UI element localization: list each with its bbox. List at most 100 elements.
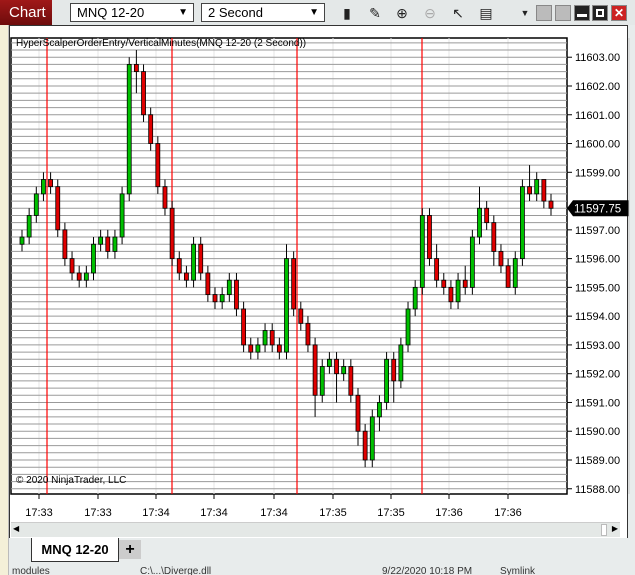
interval-value: 2 Second [208,5,263,20]
candle-body [405,308,411,346]
candle-body [184,272,189,281]
candle-body [262,330,268,346]
candle-body [41,179,46,195]
candle-body [419,215,425,288]
candle-body [284,258,289,353]
candle-body [19,236,25,245]
window-button-gray[interactable] [536,5,552,21]
scrollbar-thumb[interactable] [601,524,607,536]
candle-body [319,366,325,396]
time-label: 17:35 [377,507,405,519]
price-label: 11602.00 [575,81,620,93]
candle-body [298,308,304,324]
bars-type-icon[interactable]: ▮ [343,5,351,21]
scroll-left-icon[interactable]: ◀ [13,524,20,533]
candle-body [312,344,318,396]
time-label: 17:35 [319,507,347,519]
close-icon[interactable]: ✕ [611,5,627,21]
candle-body [169,207,175,260]
chart-canvas[interactable]: 11603.00 11602.00 11601.00 11600.00 11599.00… [0,0,635,540]
window-button-gray[interactable] [555,5,571,21]
time-label: 17:36 [435,507,463,519]
candle-body [205,272,211,295]
candle-body [76,272,82,281]
candle-body [484,207,490,224]
candle-body [126,64,132,195]
time-label: 17:34 [142,507,170,519]
candle-body [377,402,382,418]
candle-body [55,186,61,231]
candle-body [219,294,225,303]
candle-body [326,358,332,367]
dropdown-arrow-icon[interactable]: ▼ [520,8,530,18]
instrument-selector[interactable]: MNQ 12-20 ▼ [70,3,194,22]
minimize-icon[interactable]: ▬ [574,5,590,21]
price-label: 11590.00 [575,426,620,438]
copyright-label: © 2020 NinjaTrader, LLC [16,475,127,486]
candle-body [548,200,554,209]
candle-body [241,308,247,346]
candle-body [341,366,347,375]
candle-body [469,236,475,288]
add-tab-button[interactable]: + [119,540,141,559]
candle-body [348,366,354,396]
price-label: 11600.00 [575,139,620,151]
price-label: 11589.00 [575,455,620,467]
candle-body [477,207,482,238]
time-label: 17:36 [494,507,522,519]
candle-body [155,143,161,188]
zoom-in-icon[interactable]: ⊕ [396,5,408,21]
candle-body [62,229,68,260]
price-label: 11593.00 [575,340,620,352]
pointer-icon[interactable]: ↖ [452,5,464,21]
candle-body [434,258,440,281]
candle-body [534,179,540,195]
scroll-right-icon[interactable]: ▶ [611,524,618,533]
candle-body [48,179,53,188]
drawing-tool-icon[interactable]: ✎ [369,5,381,21]
tab-mnq[interactable]: MNQ 12-20 [31,538,119,562]
indicator-label: HyperScalperOrderEntry/VerticalMinutes(M… [16,38,307,49]
price-label: 11591.00 [575,397,620,409]
candle-body [527,186,532,195]
candle-body [498,251,504,267]
time-label: 17:34 [200,507,228,519]
zoom-out-icon[interactable]: ⊖ [424,5,436,21]
candle-body [162,186,168,209]
candle-body [33,193,39,216]
candle-body [462,279,468,288]
candle-body [191,243,196,281]
current-price-label: 11597.75 [574,203,621,215]
candle-body [455,279,461,303]
candle-body [141,71,146,116]
price-label: 11597.00 [575,225,620,237]
maximize-icon[interactable] [592,5,608,21]
instrument-value: MNQ 12-20 [77,5,145,20]
candle-body [226,279,232,295]
candle-body [112,236,118,252]
title-bar: Chart MNQ 12-20 ▼ 2 Second ▼ ▮ ✎ ⊕ ⊖ ↖ ▤ ▼… [0,0,635,25]
candle-body [391,358,397,382]
candle-body [198,243,204,274]
candle-body [441,279,447,288]
candle-body [98,236,104,245]
chevron-down-icon: ▼ [309,7,319,18]
candle-body [305,322,311,346]
candle-body [491,222,497,252]
interval-selector[interactable]: 2 Second ▼ [201,3,325,22]
file-name: modules [12,566,50,575]
candle-body [119,193,125,238]
background-file-list: modules C:\...\Diverge.dll 9/22/2020 10:… [0,565,635,575]
candle-body [541,179,547,202]
candle-body [520,186,525,260]
chart-tab[interactable]: Chart [0,0,52,25]
horizontal-scrollbar[interactable]: ◀ ▶ [11,522,620,537]
candle-body [248,344,254,353]
properties-icon[interactable]: ▤ [479,5,493,21]
price-label: 11595.00 [575,282,620,294]
candle-body [427,215,432,260]
candle-body [512,258,518,288]
price-label: 11596.00 [575,254,620,266]
candle-body [255,344,261,353]
candle-body [133,64,139,73]
